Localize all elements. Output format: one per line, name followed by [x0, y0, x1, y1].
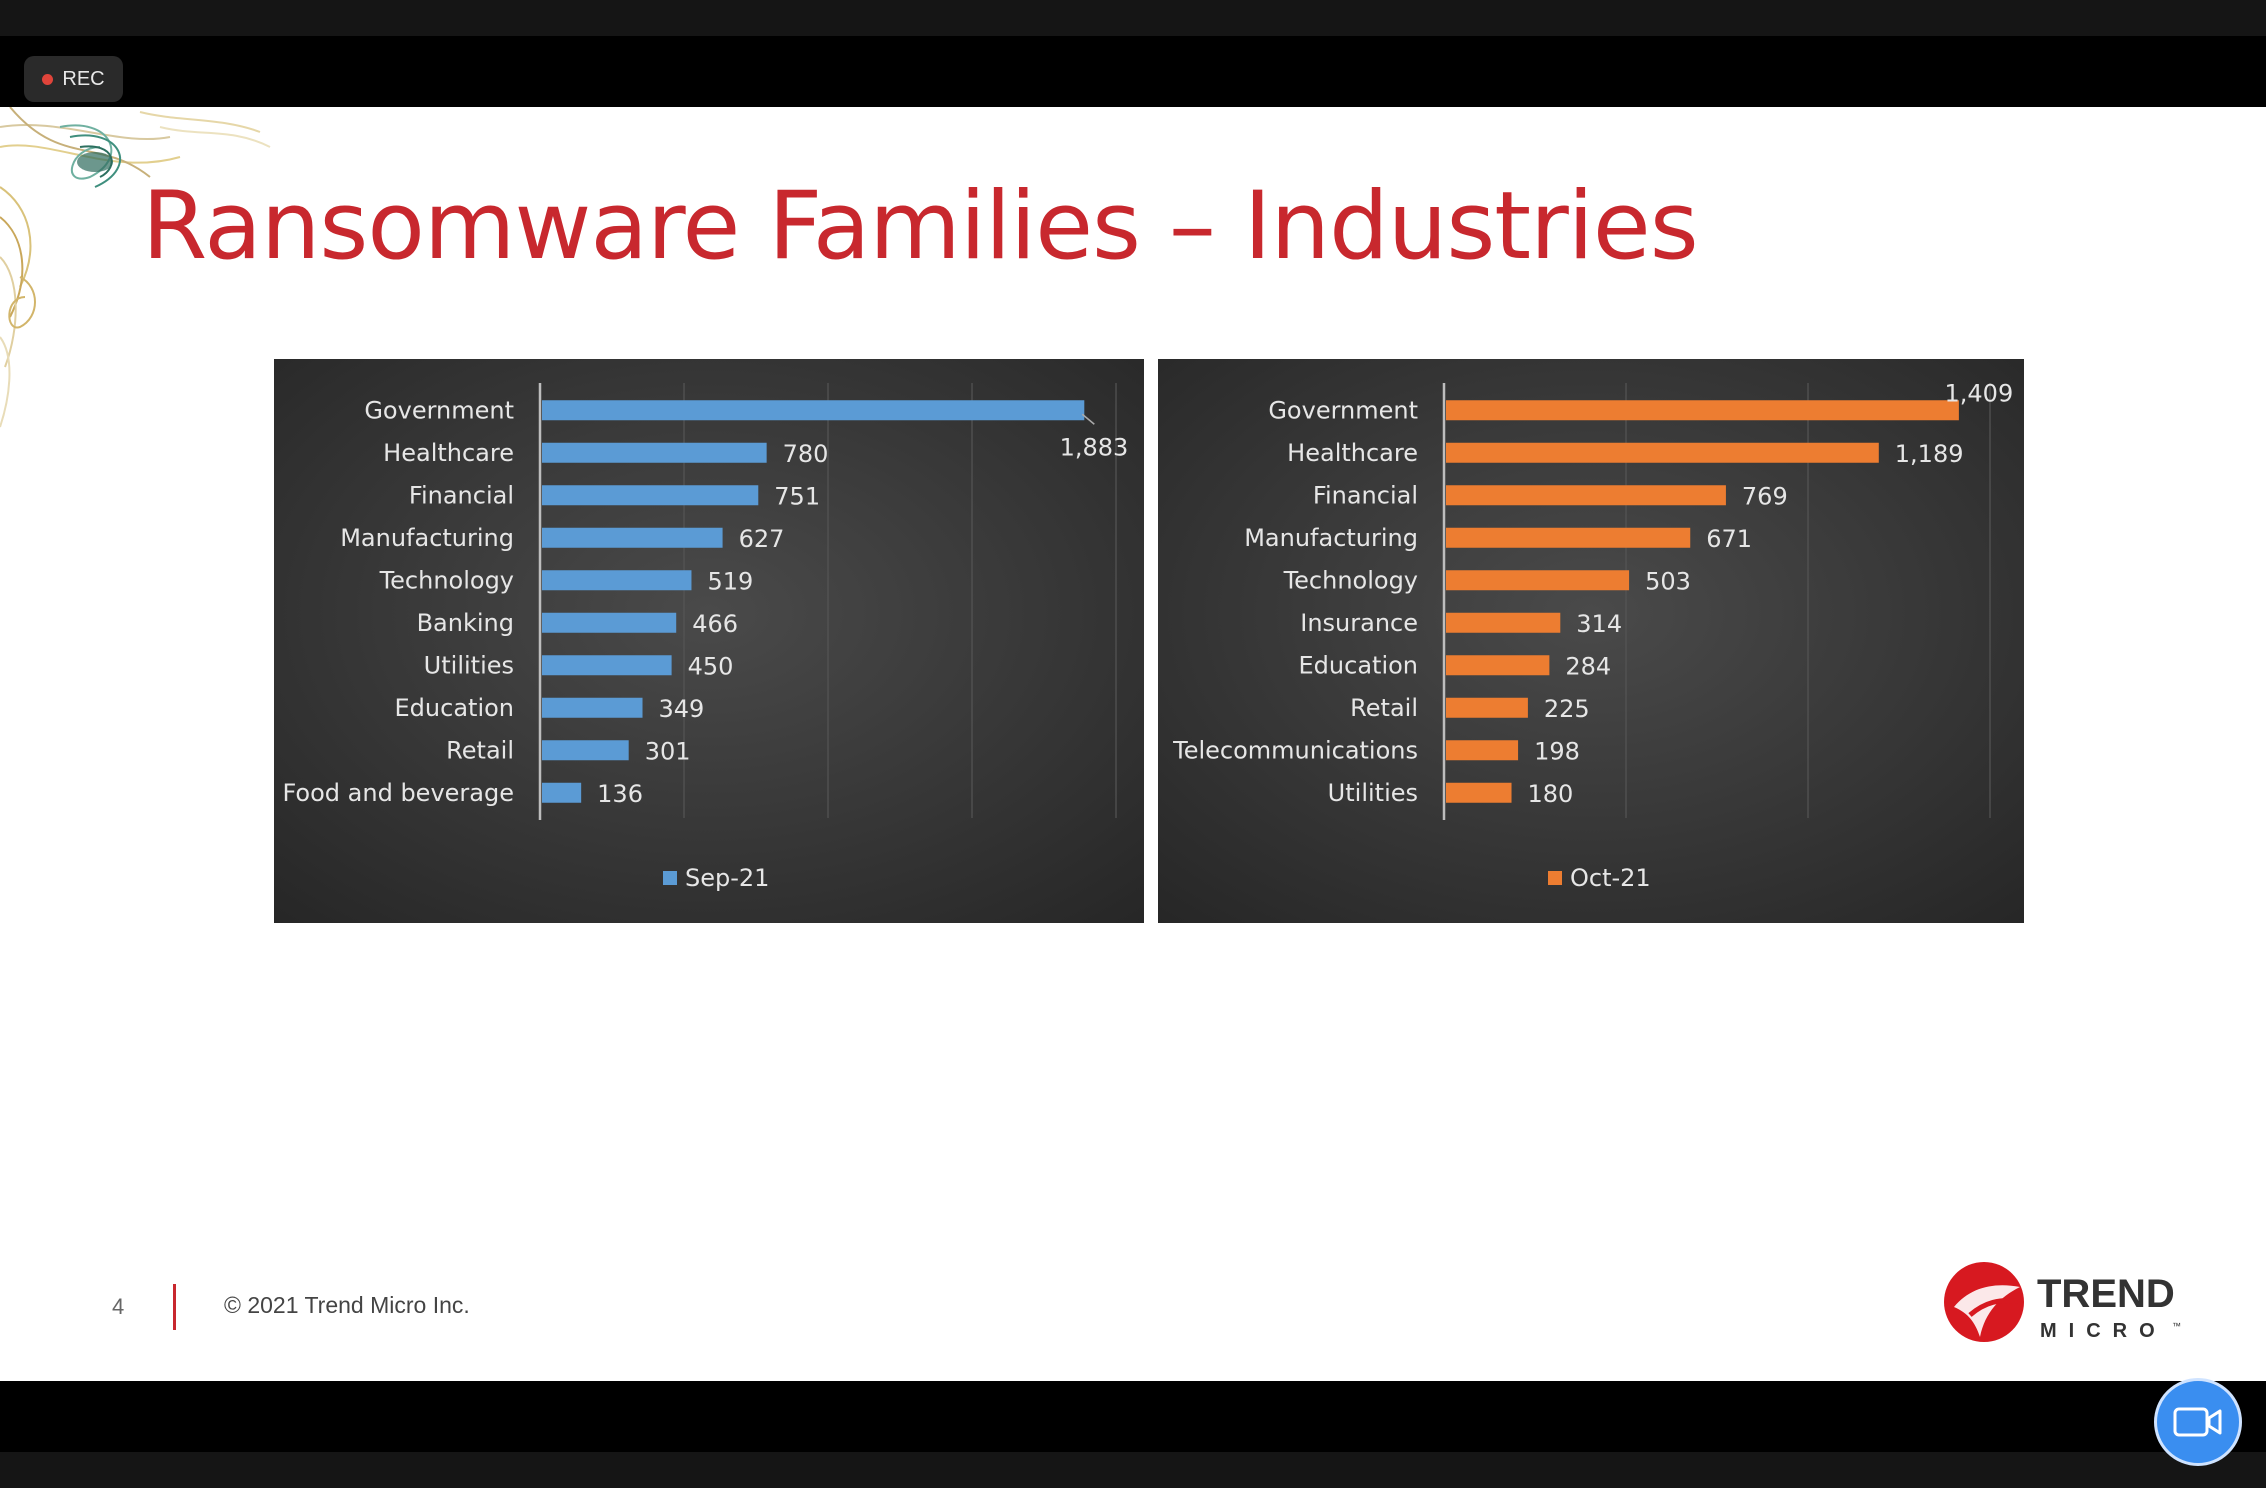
- value-label: 503: [1645, 567, 1691, 595]
- camera-toggle-button[interactable]: [2154, 1378, 2242, 1466]
- bar: [1446, 697, 1528, 718]
- bar: [1446, 400, 1959, 421]
- value-label: 136: [597, 780, 643, 808]
- recording-dot-icon: [42, 73, 54, 85]
- category-label: Manufacturing: [1244, 524, 1418, 552]
- value-label: 1,883: [1060, 433, 1129, 461]
- bar: [542, 612, 677, 633]
- category-label: Government: [364, 396, 514, 424]
- category-label: Insurance: [1300, 609, 1418, 637]
- bar: [542, 400, 1085, 421]
- value-label: 314: [1576, 610, 1622, 638]
- bar: [542, 527, 723, 548]
- bar: [542, 485, 759, 506]
- bar: [1446, 527, 1691, 548]
- category-label: Food and beverage: [282, 779, 514, 807]
- category-label: Education: [1299, 651, 1418, 679]
- category-label: Financial: [409, 481, 514, 509]
- chart-sep-21-svg: Government 1,883 Healthcare 780 Financial 751…: [274, 359, 1144, 923]
- category-label: Technology: [1283, 566, 1418, 594]
- value-label: 466: [692, 610, 738, 638]
- category-label: Financial: [1313, 481, 1418, 509]
- value-label: 519: [707, 567, 753, 595]
- category-label: Telecommunications: [1172, 736, 1418, 764]
- bottom-bar: [0, 1452, 2266, 1488]
- video-camera-icon: [2173, 1407, 2222, 1437]
- bar: [1446, 485, 1726, 506]
- category-label: Technology: [379, 566, 514, 594]
- chart-oct-21-svg: Government 1,409 Healthcare 1,189 Financial 7…: [1158, 359, 2024, 923]
- category-label: Retail: [1350, 694, 1418, 722]
- legend-label: Oct-21: [1570, 864, 1651, 892]
- bar: [542, 782, 582, 803]
- category-label: Education: [395, 694, 514, 722]
- footer-divider: [173, 1284, 176, 1330]
- value-label: 780: [783, 440, 829, 468]
- slide-title: Ransomware Families – Industries: [142, 172, 1699, 281]
- legend-swatch: [1548, 871, 1562, 885]
- value-label: 180: [1528, 780, 1574, 808]
- bar: [542, 740, 629, 761]
- category-label: Manufacturing: [340, 524, 514, 552]
- category-label: Healthcare: [1287, 439, 1418, 467]
- value-label: 450: [688, 652, 734, 680]
- top-bar: [0, 0, 2266, 36]
- category-label: Utilities: [1328, 779, 1418, 807]
- category-label: Retail: [446, 736, 514, 764]
- trend-micro-logo: TREND MICRO ™: [1944, 1262, 2181, 1342]
- value-label: 1,409: [1945, 379, 2014, 407]
- logo-trademark: ™: [2172, 1321, 2181, 1331]
- bar: [1446, 655, 1550, 676]
- value-label: 198: [1534, 737, 1580, 765]
- category-label: Utilities: [424, 651, 514, 679]
- copyright-text: © 2021 Trend Micro Inc.: [224, 1292, 470, 1318]
- logo-word-micro: MICRO: [2040, 1320, 2167, 1342]
- chart-oct-21: Government 1,409 Healthcare 1,189 Financial 7…: [1158, 359, 2028, 923]
- value-label: 671: [1706, 525, 1752, 553]
- legend-label: Sep-21: [685, 864, 769, 892]
- category-label: Government: [1268, 396, 1418, 424]
- bar: [1446, 442, 1879, 463]
- bar: [542, 570, 692, 591]
- decorative-swirl-graphic: [0, 107, 271, 428]
- value-label: 225: [1544, 695, 1590, 723]
- recording-label: REC: [62, 67, 105, 90]
- bar: [1446, 612, 1561, 633]
- bar: [542, 697, 643, 718]
- bar: [542, 655, 672, 676]
- value-label: 751: [774, 482, 820, 510]
- value-label: 301: [645, 737, 691, 765]
- value-label: 627: [739, 525, 785, 553]
- bar: [1446, 782, 1512, 803]
- bar: [1446, 740, 1519, 761]
- category-label: Banking: [417, 609, 514, 637]
- page-number: 4: [112, 1294, 125, 1319]
- legend-swatch: [663, 871, 677, 885]
- presentation-slide: Ransomware Families – Industries Governm…: [0, 107, 2266, 1381]
- value-label: 1,189: [1895, 440, 1964, 468]
- recording-indicator: REC: [24, 56, 123, 102]
- label-leader-line: [1081, 413, 1095, 425]
- logo-word-trend: TREND: [2037, 1272, 2175, 1316]
- chart-sep-21: Government 1,883 Healthcare 780 Financial 751…: [274, 359, 1144, 923]
- value-label: 769: [1742, 482, 1788, 510]
- value-label: 349: [659, 695, 705, 723]
- bar: [542, 442, 767, 463]
- bar: [1446, 570, 1630, 591]
- category-label: Healthcare: [383, 439, 514, 467]
- value-label: 284: [1565, 652, 1611, 680]
